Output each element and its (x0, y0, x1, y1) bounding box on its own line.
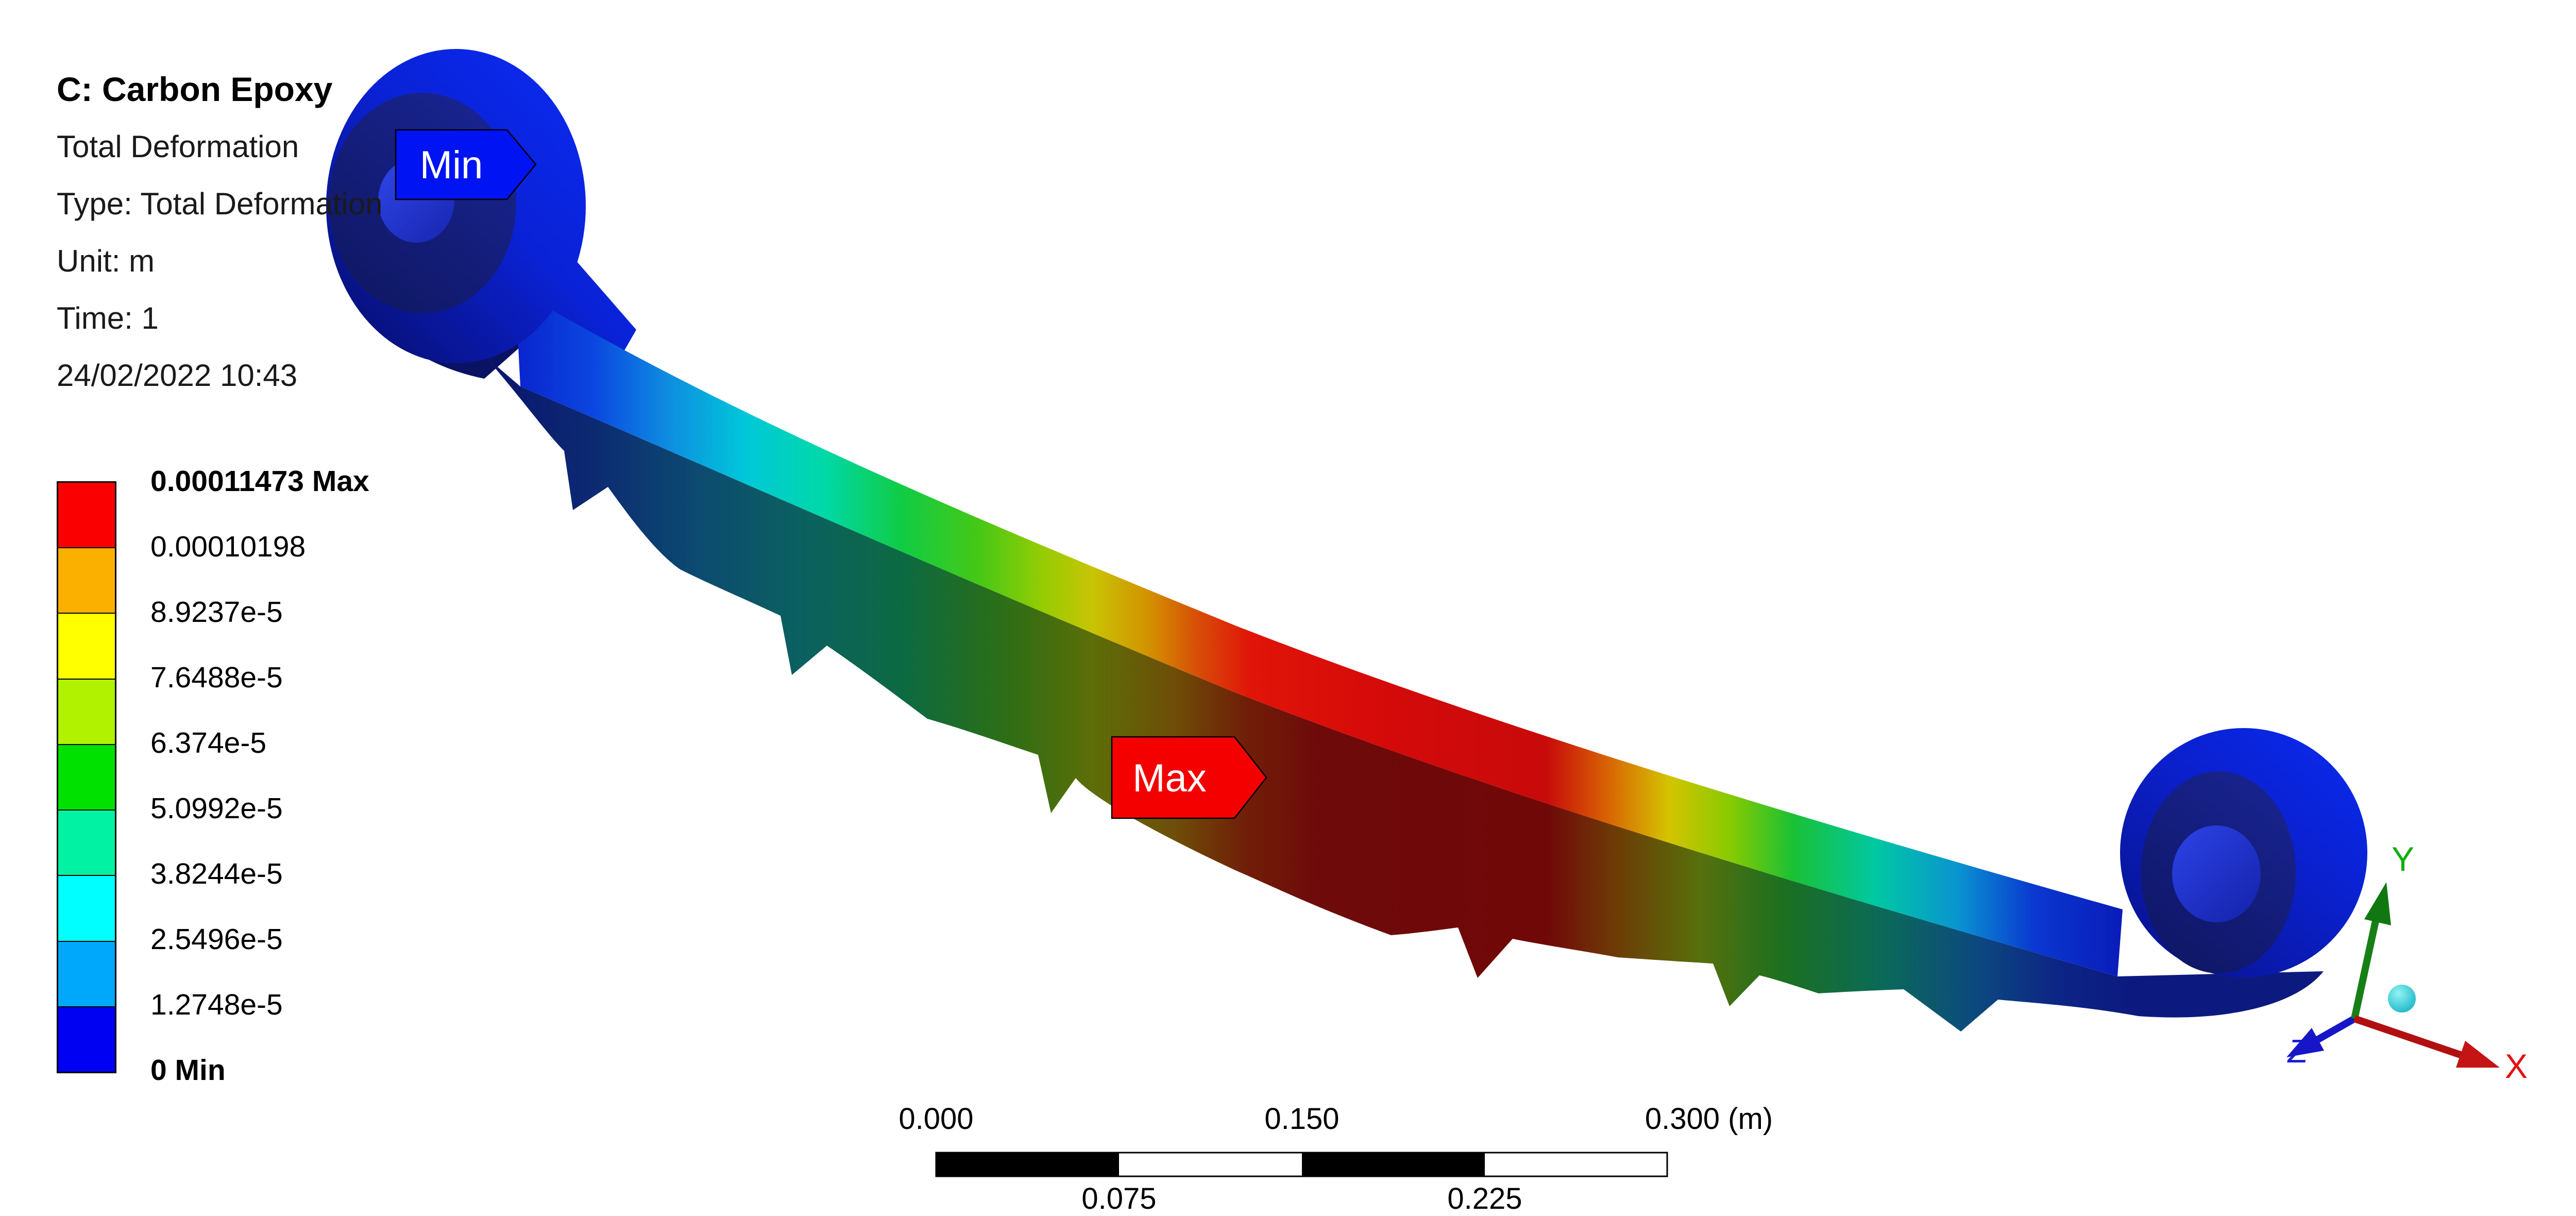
legend-value: 3.8244e-5 (150, 857, 283, 890)
triad-z-arrowhead (2286, 1028, 2324, 1057)
scale-ruler-segment-black-1 (936, 1153, 1119, 1176)
min-flag-label: Min (420, 143, 483, 187)
result-timestamp: 24/02/2022 10:43 (57, 358, 298, 393)
contour-legend-bar (57, 481, 116, 1073)
scale-ruler (935, 1152, 1668, 1177)
legend-value-max: 0.00011473 Max (150, 465, 369, 498)
min-flag (395, 129, 537, 200)
legend-band (58, 1006, 115, 1072)
result-type: Type: Total Deformation (57, 187, 383, 221)
triad-x-axis (2353, 1015, 2469, 1061)
triad: Z Y X (2286, 840, 2528, 1085)
ruler-label-225: 0.225 (1447, 1182, 1522, 1215)
triad-y-label: Y (2392, 840, 2414, 878)
result-unit: Unit: m (57, 244, 155, 278)
legend-band (58, 875, 115, 941)
legend-value: 2.5496e-5 (150, 923, 283, 956)
legend-value: 5.0992e-5 (150, 792, 283, 825)
legend-band (58, 809, 115, 875)
ruler-label-0: 0.000 (899, 1102, 974, 1136)
max-flag-label: Max (1132, 756, 1207, 800)
legend-band (58, 483, 115, 548)
legend-band (58, 940, 115, 1006)
triad-y-arrowhead (2364, 882, 2391, 925)
triad-x-label: X (2505, 1047, 2528, 1085)
legend-value: 7.6488e-5 (150, 661, 283, 694)
legend-value: 8.9237e-5 (150, 596, 283, 629)
leaf-spring-front-face (484, 356, 2324, 1032)
analysis-title: C: Carbon Epoxy (57, 70, 333, 108)
leaf-spring-top-surface (515, 289, 2123, 976)
legend-value: 1.2748e-5 (150, 988, 283, 1021)
result-time: Time: 1 (57, 301, 159, 335)
legend-band (58, 678, 115, 744)
scale-ruler-segment-black-2 (1302, 1153, 1485, 1176)
legend-value-min: 0 Min (150, 1054, 226, 1087)
triad-x-arrowhead (2456, 1041, 2500, 1068)
result-title-block: C: Carbon Epoxy Total Deformation Type: … (57, 61, 383, 404)
ruler-label-150: 0.150 (1264, 1102, 1340, 1136)
triad-origin-sphere (2388, 985, 2416, 1012)
legend-band (58, 613, 115, 679)
legend-band (58, 547, 115, 613)
right-eye-hole (2172, 825, 2261, 922)
ruler-label-300-unit: 0.300 (m) (1645, 1102, 1773, 1136)
legend-value: 6.374e-5 (150, 727, 267, 759)
legend-value: 0.00010198 (150, 530, 306, 563)
triad-y-axis (2351, 903, 2383, 1020)
result-name: Total Deformation (57, 129, 299, 164)
max-flag (1111, 736, 1267, 819)
ruler-label-075: 0.075 (1081, 1182, 1157, 1215)
legend-band (58, 744, 115, 810)
